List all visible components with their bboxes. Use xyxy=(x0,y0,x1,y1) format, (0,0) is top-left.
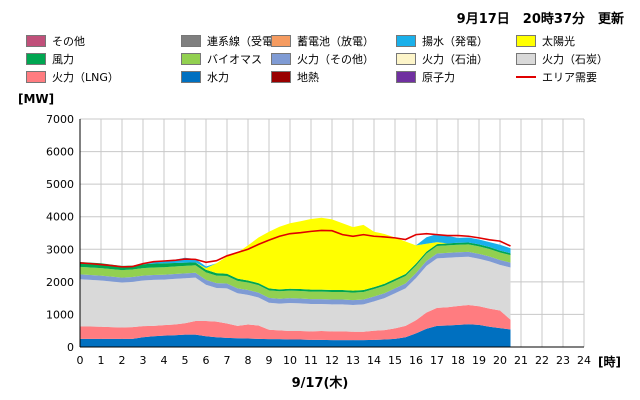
legend-swatch xyxy=(181,35,201,47)
area-series xyxy=(80,217,511,291)
legend-swatch xyxy=(396,53,416,65)
legend-item: 蓄電池（放電） xyxy=(271,33,374,49)
x-tick-label: 2 xyxy=(119,354,126,367)
legend-swatch xyxy=(396,35,416,47)
legend-swatch xyxy=(516,53,536,65)
legend-label: 地熱 xyxy=(297,71,319,84)
x-tick-label: 1 xyxy=(98,354,105,367)
legend-item: 原子力 xyxy=(396,69,455,85)
x-tick-label: 21 xyxy=(514,354,528,367)
legend-item: 揚水（発電） xyxy=(396,33,488,49)
area-series xyxy=(80,324,511,347)
legend-label: 風力 xyxy=(52,53,74,66)
legend: その他 連系線（受電） 蓄電池（放電） 揚水（発電） 太陽光風力 バイオマス 火力（その他）… xyxy=(26,33,626,87)
legend-label: バイオマス xyxy=(207,53,262,66)
y-tick-label: 2000 xyxy=(46,276,74,289)
legend-item: エリア需要 xyxy=(516,69,597,85)
y-tick-label: 6000 xyxy=(46,146,74,159)
legend-label: 火力（石炭） xyxy=(542,53,608,66)
legend-item: 火力（石油） xyxy=(396,51,488,67)
legend-label: 原子力 xyxy=(422,71,455,84)
legend-line-swatch xyxy=(516,76,536,78)
legend-label: 火力（石油） xyxy=(422,53,488,66)
legend-item: 火力（LNG） xyxy=(26,69,119,85)
x-tick-label: 14 xyxy=(367,354,381,367)
legend-label: 連系線（受電） xyxy=(207,35,284,48)
x-tick-label: 11 xyxy=(304,354,318,367)
legend-label: 火力（その他） xyxy=(297,53,374,66)
legend-label: 火力（LNG） xyxy=(52,71,119,84)
area-series xyxy=(80,256,511,332)
y-tick-label: 7000 xyxy=(46,113,74,126)
legend-item: 地熱 xyxy=(271,69,319,85)
legend-item: 連系線（受電） xyxy=(181,33,284,49)
y-tick-label: 0 xyxy=(67,341,74,354)
x-tick-label: 10 xyxy=(283,354,297,367)
legend-label: 太陽光 xyxy=(542,35,575,48)
legend-swatch xyxy=(26,53,46,65)
x-tick-label: 6 xyxy=(203,354,210,367)
area-series xyxy=(80,217,511,269)
x-tick-label: 4 xyxy=(161,354,168,367)
area-series xyxy=(80,251,511,305)
legend-item: その他 xyxy=(26,33,85,49)
legend-item: 太陽光 xyxy=(516,33,575,49)
x-unit-label: [時] xyxy=(598,355,621,369)
x-tick-label: 7 xyxy=(224,354,231,367)
x-tick-label: 24 xyxy=(577,354,591,367)
legend-swatch xyxy=(26,71,46,83)
legend-label: 揚水（発電） xyxy=(422,35,488,48)
x-tick-label: 17 xyxy=(430,354,444,367)
x-tick-label: 20 xyxy=(493,354,507,367)
y-tick-label: 3000 xyxy=(46,243,74,256)
x-tick-label: 0 xyxy=(77,354,84,367)
legend-label: その他 xyxy=(52,35,85,48)
legend-swatch xyxy=(516,35,536,47)
legend-item: 火力（石炭） xyxy=(516,51,608,67)
legend-swatch xyxy=(271,35,291,47)
legend-swatch xyxy=(271,71,291,83)
legend-label: 蓄電池（放電） xyxy=(297,35,374,48)
y-tick-label: 1000 xyxy=(46,308,74,321)
x-tick-label: 15 xyxy=(388,354,402,367)
x-tick-label: 12 xyxy=(325,354,339,367)
x-tick-label: 23 xyxy=(556,354,570,367)
x-tick-label: 22 xyxy=(535,354,549,367)
x-tick-label: 16 xyxy=(409,354,423,367)
date-label: 9/17(木) xyxy=(291,376,349,391)
y-tick-label: 5000 xyxy=(46,178,74,191)
legend-swatch xyxy=(26,35,46,47)
demand-line xyxy=(79,229,511,268)
legend-item: 風力 xyxy=(26,51,74,67)
x-tick-label: 18 xyxy=(451,354,465,367)
legend-item: バイオマス xyxy=(181,51,262,67)
x-tick-label: 3 xyxy=(140,354,147,367)
x-tick-label: 9 xyxy=(266,354,273,367)
legend-swatch xyxy=(271,53,291,65)
x-tick-label: 8 xyxy=(245,354,252,367)
legend-swatch xyxy=(181,53,201,65)
x-tick-label: 19 xyxy=(472,354,486,367)
legend-label: 水力 xyxy=(207,71,229,84)
update-timestamp: 9月17日 20時37分 更新 xyxy=(456,12,624,27)
x-tick-label: 13 xyxy=(346,354,360,367)
y-tick-label: 4000 xyxy=(46,211,74,224)
y-unit-label: [MW] xyxy=(18,92,55,106)
legend-label: エリア需要 xyxy=(542,71,597,84)
legend-item: 水力 xyxy=(181,69,229,85)
area-series xyxy=(80,304,511,341)
legend-swatch xyxy=(396,71,416,83)
x-tick-label: 5 xyxy=(182,354,189,367)
legend-swatch xyxy=(181,71,201,83)
legend-item: 火力（その他） xyxy=(271,51,374,67)
area-series xyxy=(80,244,511,301)
